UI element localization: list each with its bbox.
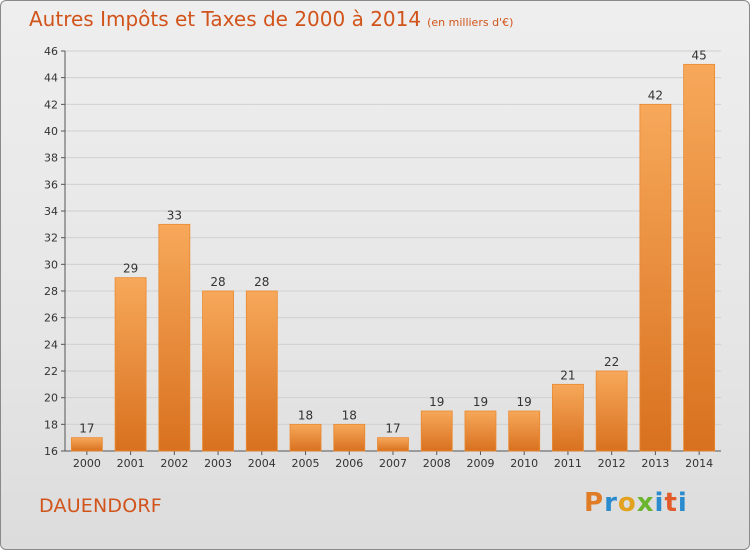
x-tick-label-2000: 2000	[73, 457, 101, 470]
bar-2004	[245, 290, 278, 452]
bar-2009	[464, 410, 497, 452]
bar-2003	[202, 290, 234, 452]
y-tick-label: 34	[44, 205, 58, 218]
x-tick-label-2008: 2008	[423, 457, 451, 470]
bar-2010	[508, 410, 541, 452]
bar-2000	[70, 437, 103, 452]
x-tick-label-2004: 2004	[248, 457, 276, 470]
x-tick-label-2009: 2009	[466, 457, 494, 470]
y-tick-label: 28	[44, 285, 58, 298]
chart-unit-note: (en milliers d'€)	[427, 16, 514, 29]
commune-name: DAUENDORF	[39, 495, 162, 517]
bar-2006	[333, 423, 366, 452]
proxiti-logo: Proxiti	[584, 488, 688, 518]
y-tick-label: 46	[44, 45, 58, 58]
value-label-2009: 19	[473, 395, 488, 409]
value-label-2008: 19	[429, 395, 444, 409]
y-tick-label: 30	[44, 258, 58, 271]
y-tick-label: 22	[44, 365, 58, 378]
y-tick-label: 36	[44, 178, 58, 191]
value-label-2003: 28	[210, 275, 225, 289]
logo-letter: o	[617, 488, 637, 518]
value-label-2004: 28	[254, 275, 269, 289]
value-label-2002: 33	[167, 208, 182, 222]
y-tick-label: 26	[44, 312, 58, 325]
x-tick-label-2001: 2001	[117, 457, 145, 470]
value-label-2010: 19	[517, 395, 532, 409]
value-label-2005: 18	[298, 408, 313, 422]
y-tick-label: 42	[44, 98, 58, 111]
bar-2001	[114, 277, 147, 452]
value-label-2014: 45	[691, 48, 706, 62]
bar-2013	[639, 103, 672, 452]
x-tick-label-2005: 2005	[292, 457, 320, 470]
logo-letter: r	[604, 488, 618, 518]
x-tick-label-2006: 2006	[335, 457, 363, 470]
value-label-2013: 42	[648, 88, 663, 102]
value-labels: 17 29 33 28 28 18 18 17 19 19 19 21 22 42 45	[79, 48, 707, 435]
x-tick-label-2002: 2002	[160, 457, 188, 470]
bars	[70, 63, 716, 452]
x-tick-label-2003: 2003	[204, 457, 232, 470]
logo-letter: t	[664, 488, 678, 518]
bar-2008	[420, 410, 453, 452]
x-tick-label-2007: 2007	[379, 457, 407, 470]
x-tick-label-2010: 2010	[510, 457, 538, 470]
y-tick-label: 38	[44, 152, 58, 165]
bar-2005	[289, 423, 322, 452]
bar-2002	[158, 223, 191, 452]
value-label-2006: 18	[342, 408, 357, 422]
y-tick-label: 40	[44, 125, 58, 138]
y-tick-label: 16	[44, 445, 58, 458]
value-label-2000: 17	[79, 422, 94, 436]
logo-letter: i	[654, 488, 665, 518]
y-tick-label: 18	[44, 418, 58, 431]
bar-2011	[552, 383, 584, 452]
value-label-2007: 17	[385, 422, 400, 436]
chart-title-main: Autres Impôts et Taxes de 2000 à 2014	[29, 7, 422, 31]
bar-2007	[377, 437, 409, 452]
y-tick-label: 44	[44, 72, 58, 85]
logo-letter: P	[584, 488, 605, 518]
x-tick-label-2012: 2012	[598, 457, 626, 470]
x-tick-label-2014: 2014	[685, 457, 713, 470]
chart-title: Autres Impôts et Taxes de 2000 à 2014 (en…	[29, 7, 513, 31]
bar-2014	[683, 63, 716, 452]
y-tick-label: 20	[44, 392, 58, 405]
logo-letter: i	[677, 488, 688, 518]
y-tick-label: 32	[44, 232, 58, 245]
x-tick-label-2011: 2011	[554, 457, 582, 470]
grid-lines	[65, 50, 721, 425]
y-tick-label: 24	[44, 338, 58, 351]
value-label-2001: 29	[123, 262, 138, 276]
logo-letter: x	[636, 488, 655, 518]
bar-2012	[595, 370, 628, 452]
tick-labels: 16 18 20 22 24 26 28 30 32 34 36 38 40 42 44 46 2000 2001…	[44, 45, 713, 470]
x-tick-label-2013: 2013	[641, 457, 669, 470]
value-label-2012: 22	[604, 355, 619, 369]
value-label-2011: 21	[560, 368, 575, 382]
